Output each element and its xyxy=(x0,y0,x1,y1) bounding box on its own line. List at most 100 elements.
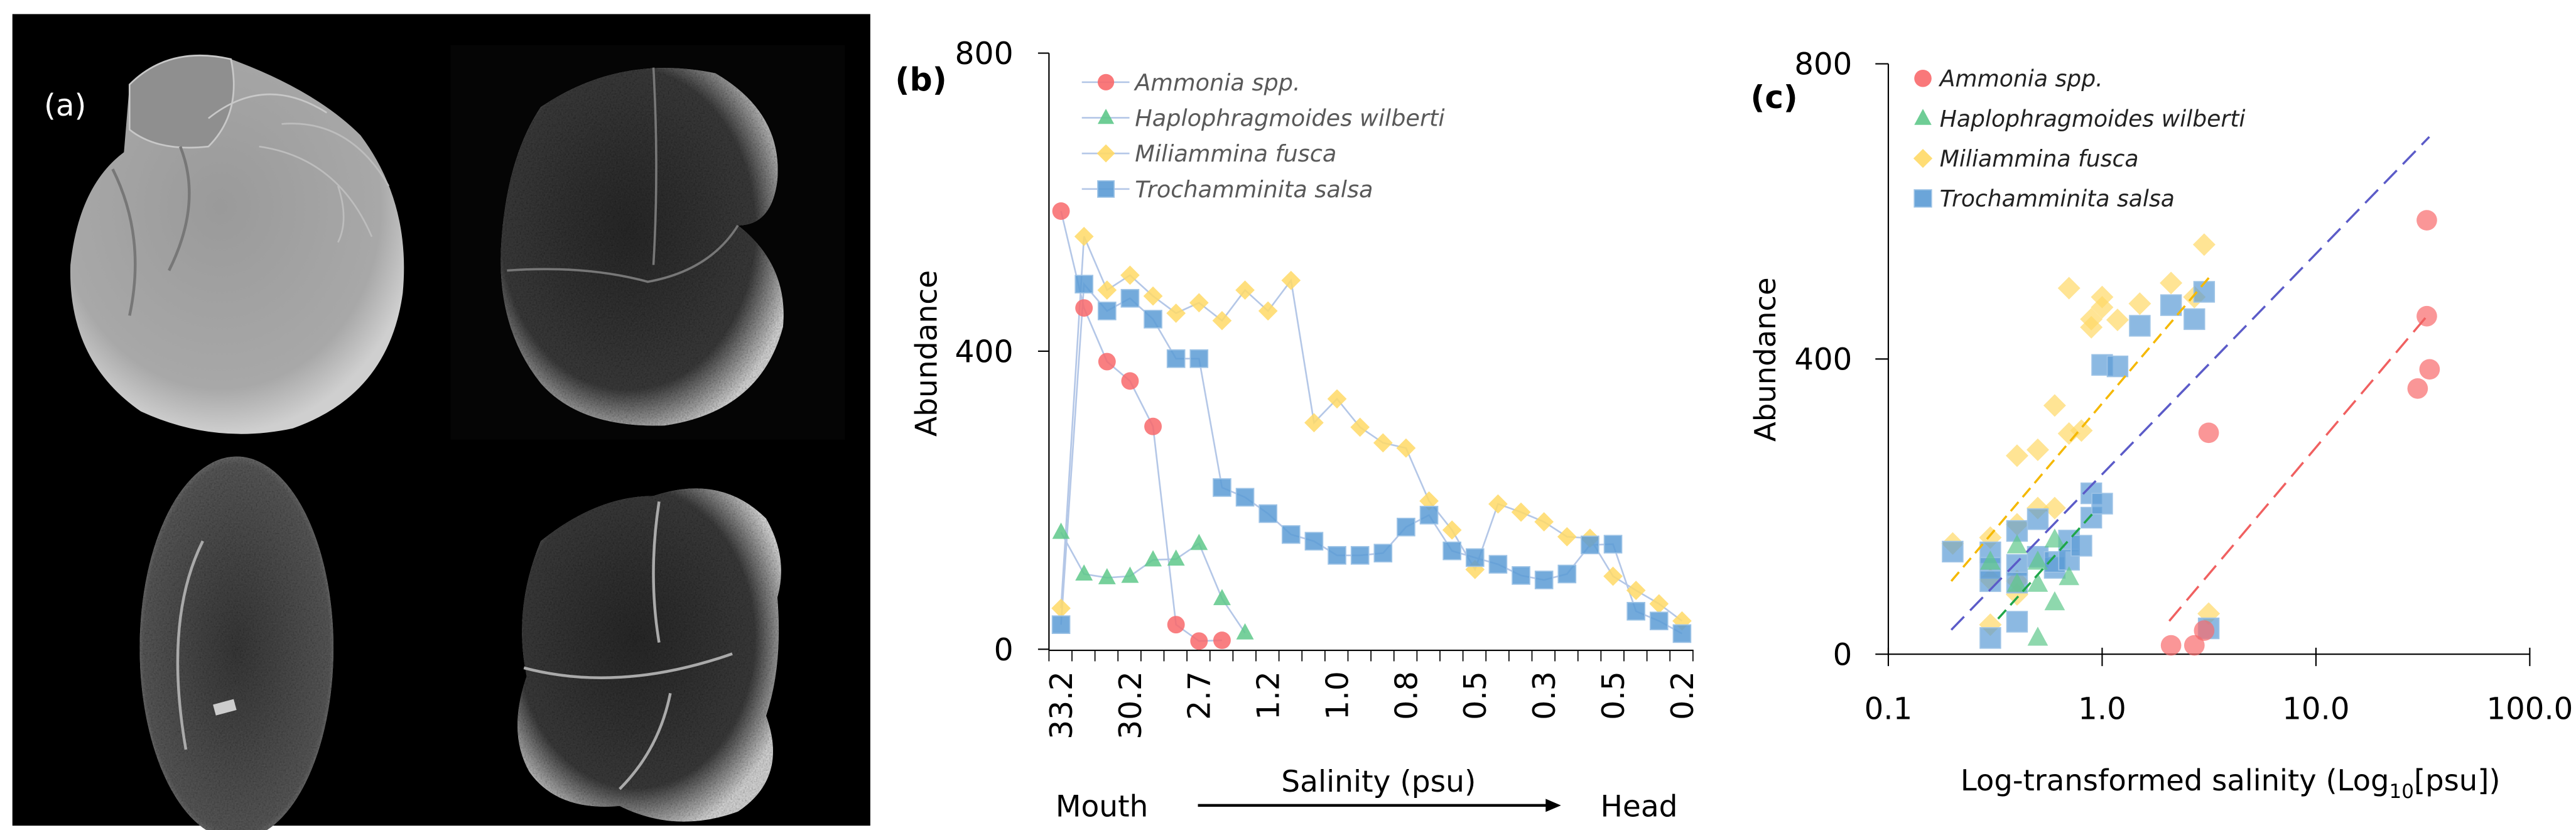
data-point-miliammina xyxy=(1074,226,1094,246)
data-point-trochamminita xyxy=(1281,525,1301,544)
x-tick-label: 0.5 xyxy=(1458,671,1493,720)
legend-marker-haplo xyxy=(1097,109,1115,124)
data-point-miliammina xyxy=(1396,438,1416,458)
legend-item-trochamminita: Trochamminita salsa xyxy=(1913,185,2175,212)
data-point-miliammina xyxy=(2005,444,2028,467)
data-point-trochamminita xyxy=(1557,564,1577,584)
legend-label: Ammonia spp. xyxy=(1134,69,1300,96)
data-point-trochamminita xyxy=(1626,602,1645,621)
legend-marker-ammonia xyxy=(1914,70,1932,87)
data-point-haplo xyxy=(1190,533,1208,550)
panel-a-label: (a) xyxy=(44,88,86,123)
x-tick-label: 10.0 xyxy=(2282,691,2349,726)
data-point-haplo xyxy=(1144,550,1162,567)
x-tick-label: 0.1 xyxy=(1864,691,1913,726)
data-point-miliammina xyxy=(1511,502,1531,522)
y-tick-label: 0 xyxy=(994,632,1014,668)
data-point-trochamminita xyxy=(1419,506,1439,525)
legend-label: Haplophragmoides wilberti xyxy=(1940,105,2246,132)
data-point-miliammina xyxy=(1488,494,1508,514)
data-point-trochamminita xyxy=(1649,611,1669,631)
data-point-trochamminita xyxy=(1051,615,1071,635)
data-point-trochamminita xyxy=(1189,349,1209,368)
data-point-trochamminita xyxy=(1166,349,1186,368)
data-point-miliammina xyxy=(2026,438,2049,461)
data-point-miliammina xyxy=(2128,292,2151,315)
legend-label: Haplophragmoides wilberti xyxy=(1135,105,1444,132)
y-tick-label: 800 xyxy=(1794,47,1852,82)
data-point-haplo xyxy=(2027,572,2048,592)
trend-line-miliammina xyxy=(1950,274,2212,582)
data-point-trochamminita xyxy=(1144,310,1162,329)
legend-label: Miliammina fusca xyxy=(1940,145,2139,172)
data-point-trochamminita xyxy=(1979,627,2001,649)
legend-marker-trochamminita xyxy=(1097,180,1115,198)
data-point-ammonia xyxy=(2160,635,2182,656)
data-point-trochamminita xyxy=(1942,540,1964,563)
series-line-miliammina xyxy=(1060,236,1683,622)
data-point-ammonia xyxy=(1144,417,1162,435)
data-point-trochamminita xyxy=(2160,294,2182,316)
data-point-trochamminita xyxy=(1603,535,1623,554)
direction-end-label: Head xyxy=(1600,789,1677,824)
series-line-trochamminita xyxy=(1060,281,1683,635)
legend-item-ammonia: Ammonia spp. xyxy=(1914,65,2103,92)
x-tick-label: 1.2 xyxy=(1251,671,1287,720)
data-point-haplo xyxy=(1075,564,1093,581)
legend-marker-trochamminita xyxy=(1913,189,1932,208)
data-point-trochamminita xyxy=(1512,566,1530,585)
y-tick-label: 400 xyxy=(955,334,1013,369)
trend-line-ammonia xyxy=(2168,312,2430,622)
legend-item-trochamminita: Trochamminita salsa xyxy=(1081,176,1373,203)
data-point-haplo xyxy=(2006,534,2028,554)
panel-c-label: (c) xyxy=(1751,79,1798,116)
data-point-trochamminita xyxy=(1373,543,1393,563)
x-tick-label: 0.5 xyxy=(1596,671,1632,720)
data-point-haplo xyxy=(2059,566,2080,586)
data-point-haplo xyxy=(2027,626,2048,646)
data-point-miliammina xyxy=(2160,271,2183,295)
data-point-haplo xyxy=(2044,528,2065,548)
data-point-haplo xyxy=(1980,550,2001,570)
data-point-trochamminita xyxy=(1213,478,1231,497)
trochamminita-specimen-image xyxy=(450,45,845,440)
data-point-miliammina xyxy=(1051,598,1071,618)
data-point-trochamminita xyxy=(1397,518,1415,537)
x-tick-label: 2.7 xyxy=(1182,671,1218,720)
legend-label: Ammonia spp. xyxy=(1939,65,2103,92)
trend-line-haplo xyxy=(1997,513,2094,620)
data-point-miliammina xyxy=(1235,280,1255,300)
data-point-trochamminita xyxy=(1350,546,1370,565)
data-point-trochamminita xyxy=(2184,308,2205,330)
data-point-ammonia xyxy=(1121,372,1139,390)
data-point-trochamminita xyxy=(1097,302,1117,320)
data-point-ammonia xyxy=(2184,635,2205,656)
data-point-miliammina xyxy=(1120,265,1140,285)
data-point-trochamminita xyxy=(2091,493,2113,515)
x-tick-label: 33.2 xyxy=(1044,671,1080,740)
x-axis-title: Log-transformed salinity (Log10[psu]) xyxy=(1961,763,2501,803)
panel-b-line-chart: 0 400 800 33.2 30.2 2.7 1.2 1.0 0.8 0.5 0.3 0.5 0.2… xyxy=(895,36,1701,824)
data-point-trochamminita xyxy=(1442,541,1461,560)
data-point-miliammina xyxy=(1626,581,1646,600)
panel-c-scatter-chart: 0 400 800 0.1 1.0 10.0 100.0 Ammonia spp. Haplo… xyxy=(1748,47,2573,803)
data-point-miliammina xyxy=(1373,433,1393,453)
data-point-haplo xyxy=(1167,549,1185,566)
x-axis-title: Salinity (psu) xyxy=(1281,765,1476,799)
data-point-miliammina xyxy=(2043,496,2066,520)
data-point-trochamminita xyxy=(2106,355,2129,378)
data-point-trochamminita xyxy=(2070,535,2092,557)
data-point-ammonia xyxy=(2419,359,2440,380)
x-tick-label: 0.8 xyxy=(1388,671,1424,720)
y-axis-title: Abundance xyxy=(910,270,944,437)
data-point-trochamminita xyxy=(1258,504,1277,523)
y-tick-label: 400 xyxy=(1794,342,1852,378)
direction-start-label: Mouth xyxy=(1056,789,1149,824)
ammonia-specimen-image xyxy=(70,54,404,434)
data-point-miliammina xyxy=(1649,594,1669,614)
data-point-ammonia xyxy=(1098,352,1116,371)
legend-item-miliammina: Miliammina fusca xyxy=(1913,145,2139,172)
data-point-trochamminita xyxy=(1120,288,1140,308)
x-tick-label: 100.0 xyxy=(2486,691,2573,726)
data-point-trochamminita xyxy=(1304,532,1324,551)
